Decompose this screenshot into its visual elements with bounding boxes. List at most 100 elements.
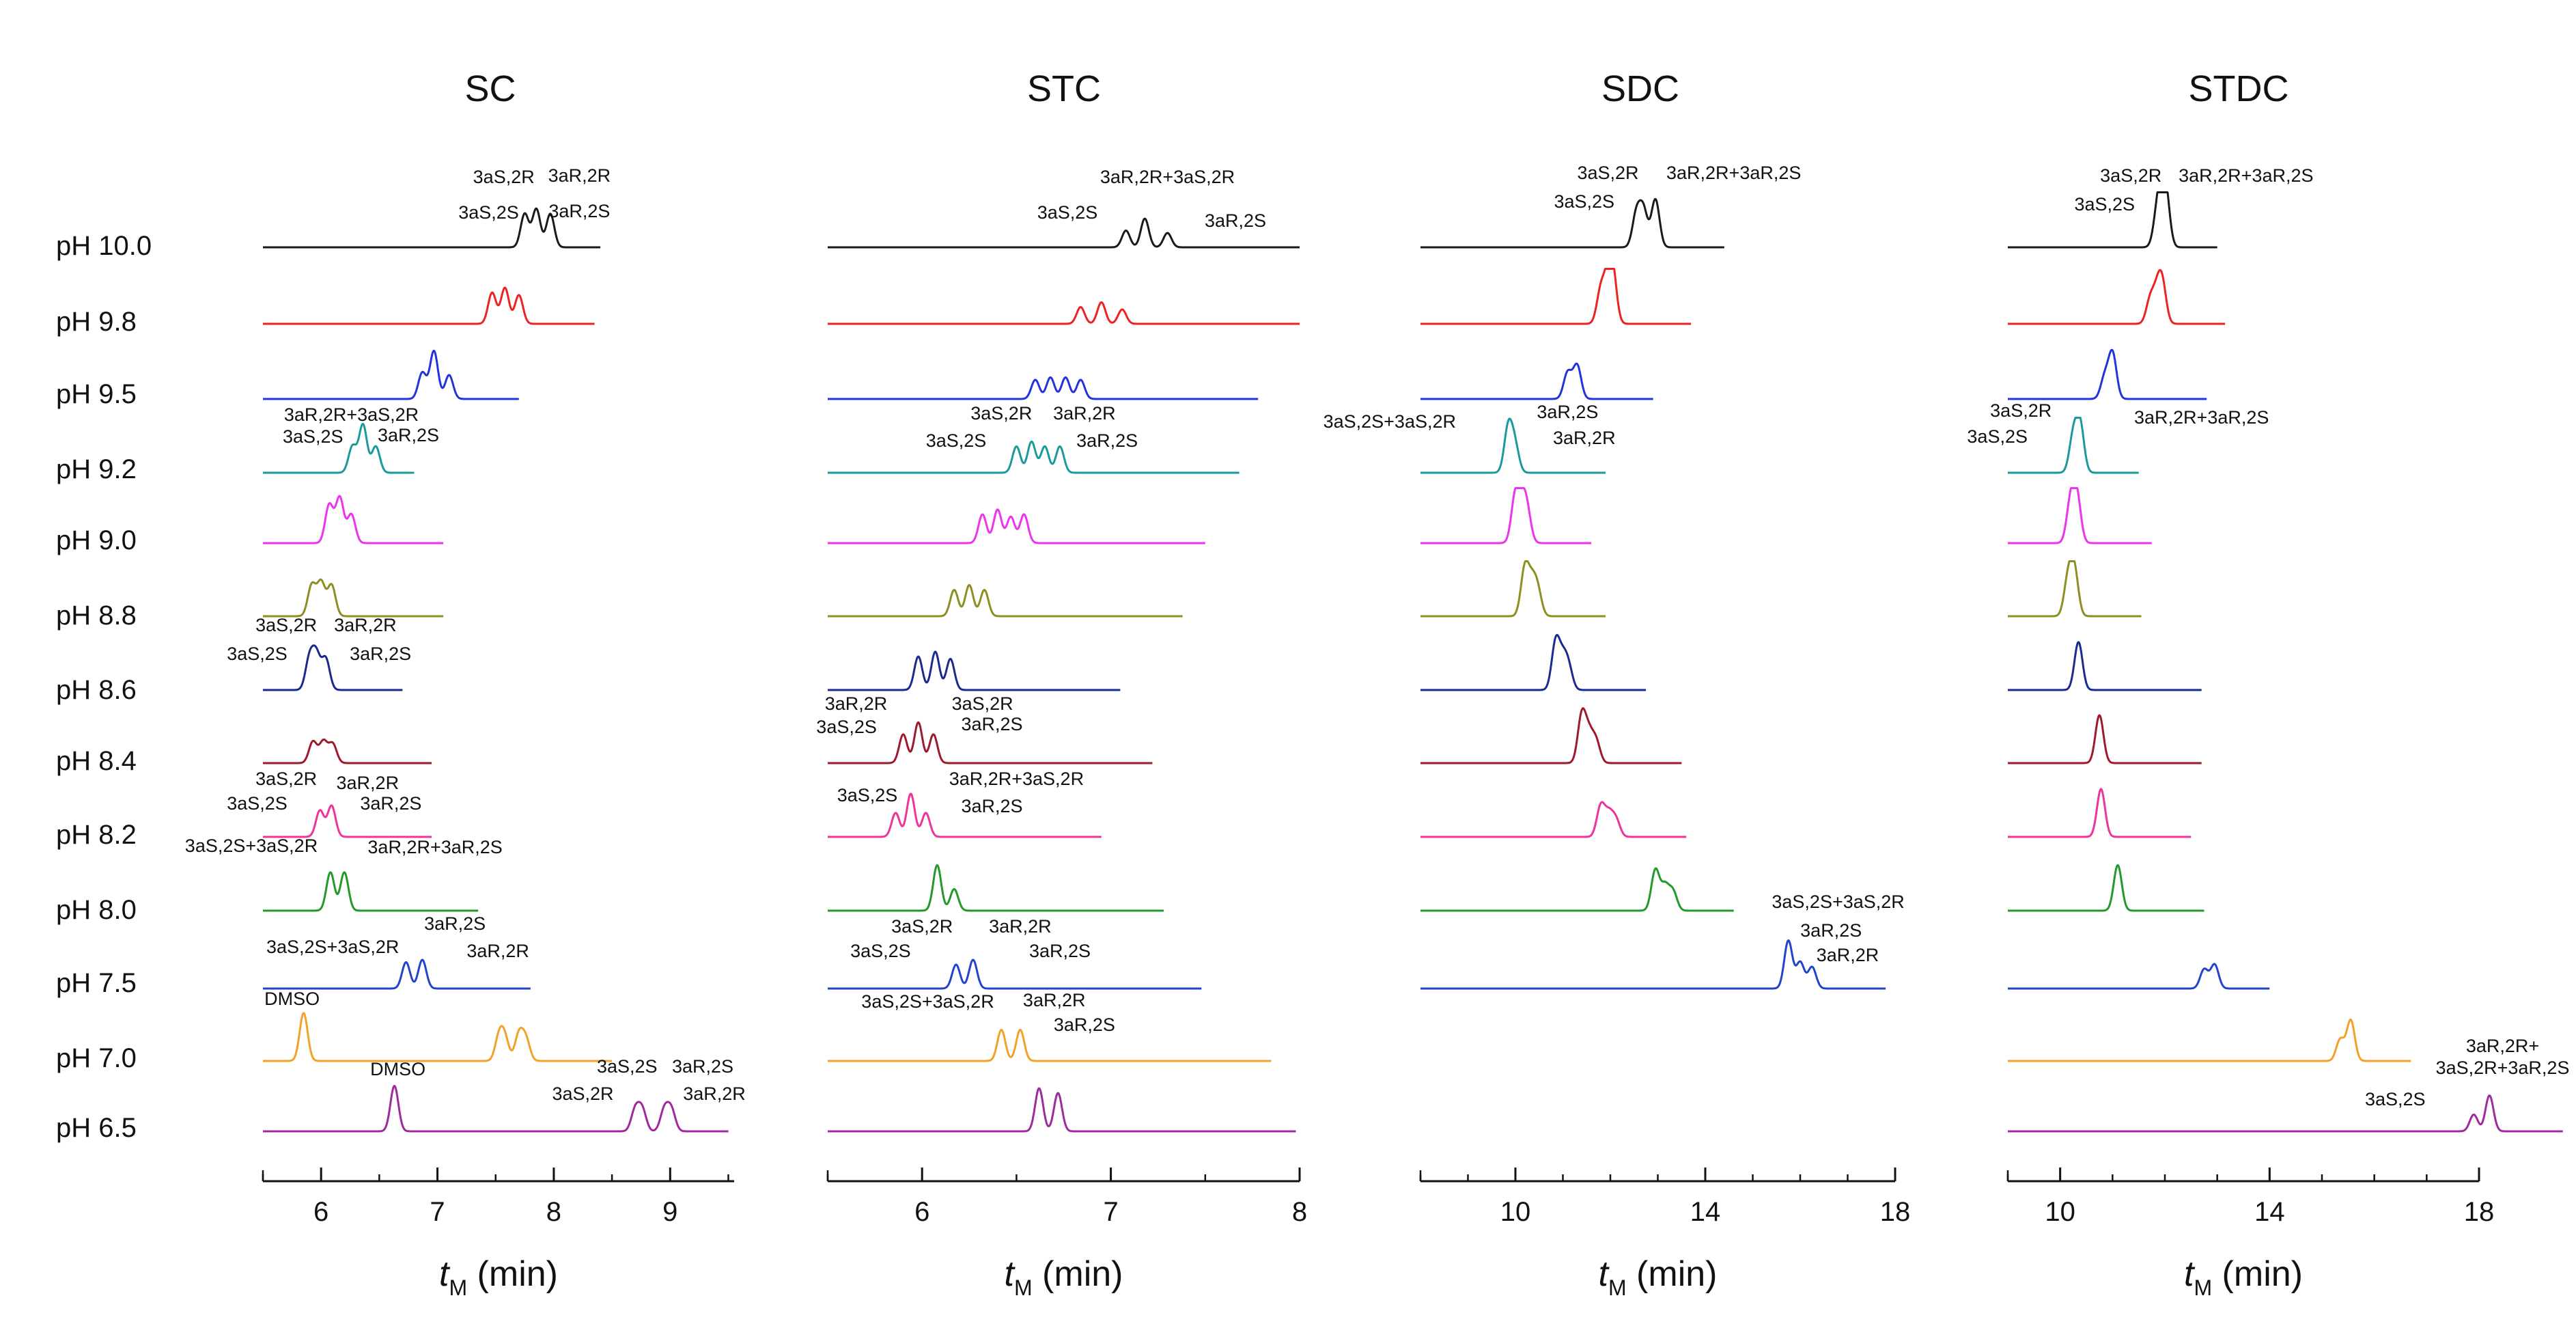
peak-annotation: 3aR,2R+3aS,2R	[1100, 167, 1235, 187]
trace-65	[2007, 1094, 2564, 1133]
annotation-line: 3aS,2R	[2100, 165, 2161, 186]
peak-annotation: 3aR,2S	[424, 913, 486, 934]
trace-75	[2006, 963, 2271, 990]
peak-annotation: 3aR,2R	[334, 615, 397, 635]
peak-annotation: DMSO	[264, 989, 320, 1009]
peak-annotation: 3aR,2R	[683, 1083, 746, 1104]
ph-label: pH 9.5	[56, 379, 137, 409]
annotation-line: 3aR,2S	[961, 796, 1022, 816]
annotation-line: 3aR,2S	[1076, 430, 1138, 451]
trace-88	[827, 583, 1184, 618]
peak-annotation: 3aS,2R	[255, 615, 317, 635]
peak-annotation: 3aR,2R+3aS,2R	[949, 769, 1084, 789]
annotation-line: 3aS,2R	[1577, 163, 1638, 183]
annotation-line: 3aR,2R	[1053, 403, 1116, 424]
annotation-line: 3aS,2S	[816, 717, 877, 737]
axis-var: t	[1599, 1254, 1610, 1294]
annotation-line: 3aR,2R	[337, 773, 400, 793]
annotation-line: 3aR,2R	[1023, 990, 1086, 1010]
trace-80	[2006, 864, 2205, 912]
ph-label: pH 8.6	[56, 675, 137, 705]
peak-annotation: 3aS,2R	[970, 403, 1032, 424]
peak-annotation: 3aR,2R	[1053, 403, 1116, 424]
ph-label: pH 9.0	[56, 525, 137, 555]
annotation-line: 3aS,2S	[1037, 202, 1098, 223]
peak-annotation: 3aR,2R	[825, 693, 888, 714]
peak-annotation: 3aR,2R	[1023, 990, 1086, 1010]
peak-annotation: 3aS,2R	[891, 916, 953, 937]
tick-label: 14	[2254, 1197, 2285, 1227]
trace-98	[2006, 268, 2226, 325]
peak-annotation: 3aR,2S	[350, 644, 411, 664]
peak-annotation: 3aS,2S+3aS,2R	[266, 937, 399, 957]
tick-label: 7	[1103, 1197, 1118, 1227]
annotation-line: 3aR,2R+	[2466, 1036, 2539, 1056]
annotation-line: 3aS,2S	[458, 202, 519, 223]
ph-label: pH 9.2	[56, 454, 137, 484]
peak-annotation: 3aS,2S	[1037, 202, 1098, 223]
axis-unit: (min)	[1627, 1254, 1718, 1294]
peak-annotation: 3aS,2R	[473, 167, 535, 187]
peak-annotation: 3aR,2R	[989, 916, 1052, 937]
annotation-line: 3aR,2S	[1054, 1014, 1115, 1035]
peak-annotation: 3aS,2R	[952, 693, 1013, 714]
annotation-line: 3aR,2R	[1553, 428, 1616, 448]
trace-75	[262, 958, 531, 990]
panel-title: STDC	[2189, 68, 2289, 109]
trace-84	[262, 738, 433, 764]
annotation-line: 3aR,2S	[378, 425, 439, 445]
annotation-line: 3aR,2R+3aR,2S	[2179, 165, 2313, 186]
tick-label: 18	[1880, 1197, 1911, 1227]
trace-86	[1419, 634, 1647, 691]
annotation-line: 3aS,2S	[597, 1056, 658, 1077]
annotation-line: 3aS,2R	[552, 1083, 613, 1104]
annotation-line: 3aS,2S+3aS,2R	[861, 991, 994, 1012]
annotation-line: 3aR,2S	[1029, 941, 1091, 961]
axis-var: t	[2184, 1254, 2196, 1294]
annotation-line: 3aR,2R	[334, 615, 397, 635]
peak-annotation: 3aR,2S	[1029, 941, 1091, 961]
annotation-line: 3aR,2R	[989, 916, 1052, 937]
ph-label: pH 7.0	[56, 1043, 137, 1073]
trace-92	[2006, 417, 2140, 474]
annotation-line: 3aR,2S	[424, 913, 486, 934]
trace-88	[262, 578, 445, 618]
peak-annotation: 3aR,2R+3aR,2S	[367, 837, 502, 857]
ph-label: pH 7.5	[56, 968, 137, 998]
peak-annotation: 3aS,2S	[2075, 194, 2136, 215]
tick-label: 7	[430, 1197, 445, 1227]
annotation-line: 3aS,2S	[837, 785, 898, 805]
annotation-line: 3aS,2S	[1554, 191, 1615, 212]
trace-98	[1419, 268, 1692, 325]
peak-annotation: 3aR,2S	[1537, 402, 1598, 422]
annotation-line: 3aS,2R+3aR,2S	[2436, 1058, 2570, 1078]
annotation-line: 3aS,2R	[255, 615, 317, 635]
peak-annotation: 3aS,2S	[1554, 191, 1615, 212]
annotation-line: 3aR,2R+3aS,2R	[284, 404, 419, 425]
annotation-line: DMSO	[264, 989, 320, 1009]
peak-annotation: 3aS,2S	[458, 202, 519, 223]
axis-var: t	[1005, 1254, 1016, 1294]
trace-82	[1419, 801, 1688, 838]
peak-annotation: 3aS,2S	[926, 430, 987, 451]
trace-92	[827, 440, 1240, 474]
annotation-line: 3aR,2R+3aR,2S	[367, 837, 502, 857]
trace-95	[827, 376, 1259, 400]
panel-stdc: STDC 3aS,2R 3aR,2R+3aR,2S 3aS,2S 3aS,2R 3aR,2…	[1967, 68, 2569, 1300]
annotation-line: 3aS,2S+3aS,2R	[266, 937, 399, 957]
x-axis-title: tM (min)	[439, 1254, 558, 1300]
annotation-line: 3aR,2R+3aR,2S	[2134, 407, 2269, 428]
axis-var: t	[439, 1254, 451, 1294]
annotation-line: 3aR,2R	[683, 1083, 746, 1104]
trace-80	[827, 864, 1164, 912]
trace-84	[827, 721, 1153, 764]
peak-annotation: 3aS,2R	[255, 769, 317, 789]
peak-annotation: 3aR,2S	[961, 796, 1022, 816]
peak-annotation: 3aR,2S	[360, 793, 421, 814]
axis-unit: (min)	[2212, 1254, 2303, 1294]
trace-88	[1419, 560, 1607, 618]
annotation-line: 3aS,2R	[255, 769, 317, 789]
annotation-line: 3aS,2S	[1967, 426, 2028, 447]
